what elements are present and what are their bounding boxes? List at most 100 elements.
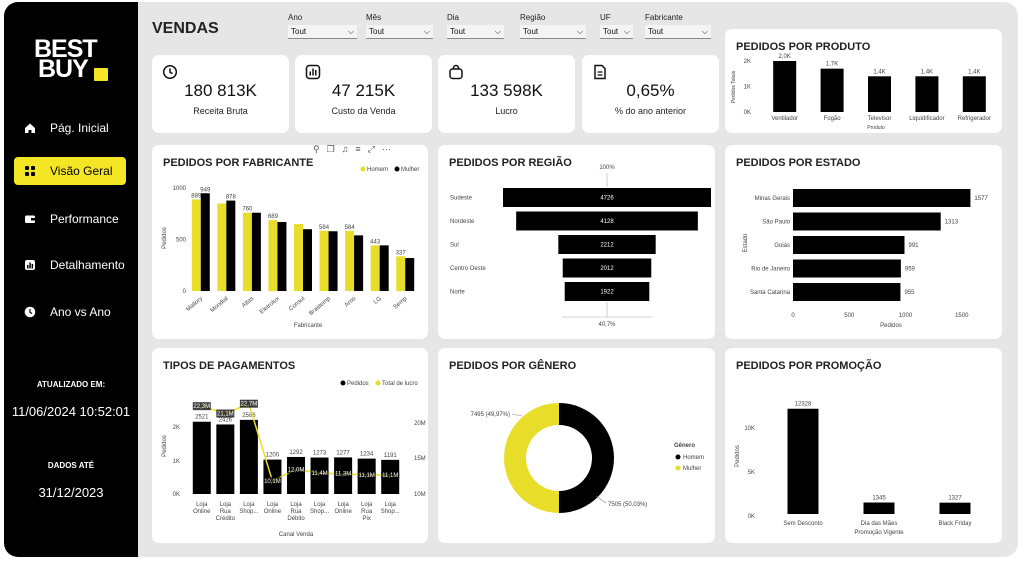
x-axis-label: Pedidos [880,323,902,329]
data-label-lucro: 22,3M [193,404,210,410]
y-tick-label: 1K [744,85,751,91]
logo-tag-icon [94,68,108,81]
x-tick-label: Loja [220,502,232,508]
data-label-bg [216,409,235,418]
bar-homem [242,212,252,291]
data-label-lucro: 22,7M [241,402,258,408]
nav-ano-vs-ano[interactable]: Ano vs Ano [14,298,126,326]
x-tick-label: Loja [267,502,279,508]
x-tick-label: 1500 [955,313,969,319]
bar-mulher [354,235,364,291]
data-label: 1,4K [873,69,885,75]
bar [863,502,895,514]
filter-regiao[interactable]: Região Tout ⌵ [520,13,586,39]
data-label: 337 [396,250,407,256]
bar [773,61,797,112]
card-pedidos-produto: PEDIDOS POR PRODUTO 2K 1K 0K Pedidos Totais… [725,29,1002,133]
data-label: 2521 [195,415,209,421]
bar-homem [191,199,201,291]
x-tick-label: Refrigerador [958,116,991,122]
pin-icon[interactable]: ⚲ [313,143,320,154]
x-tick-label: Shop... [381,509,400,515]
bar [793,212,941,231]
chart-pedidos-produto: 2K 1K 0K Pedidos Totais 2,0K Ventilador 1,7K Fo… [731,54,991,131]
more-options-icon[interactable]: ⋯ [381,143,391,154]
data-label: 2,0K [779,54,791,60]
funnel-bar [562,258,652,278]
filter-fabricante[interactable]: Fabricante Tout ⌵ [645,13,711,39]
funnel-bar [558,235,656,254]
filter-dia[interactable]: Dia Tout ⌵ [447,13,504,39]
bell-icon[interactable]: ♫ [341,144,349,154]
funnel-top-label: 100% [599,165,615,171]
chevron-down-icon: ⌵ [701,26,708,36]
y-tick-label: 5K [748,470,755,476]
bar [820,68,844,112]
data-label: 1191 [384,453,398,459]
copy-icon[interactable]: ❐ [326,143,335,154]
data-label-lucro: 11,1M [359,473,375,479]
wallet-icon [22,211,38,227]
card-pedidos-promocao: PEDIDOS POR PROMOÇÃO 10K 5K 0K Pedidos 12328… [725,348,1002,543]
bar-mulher [379,245,389,291]
kpi-receita-bruta: 180 813K Receita Bruta [152,55,289,133]
y-tick-label: Santa Catarina [750,290,791,296]
filter-mes[interactable]: Mês Tout ⌵ [366,13,433,39]
data-label-lucro: 11,3M [335,472,351,478]
filter-icon[interactable]: ≡ [355,144,361,154]
nav-visao-geral[interactable]: Visão Geral [14,157,126,185]
legend-label: Homem [683,455,704,461]
data-label: 991 [908,243,919,249]
nav-detalhamento[interactable]: Detalhamento [14,251,126,279]
legend-label: Mulher [401,167,419,173]
data-label: 889 [191,193,202,199]
kpi-lucro: 133 598K Lucro [438,55,575,133]
y-axis-label: Pedidos [162,227,168,249]
updated-label: ATUALIZADO EM: [36,380,106,389]
data-label-lucro: 11,1M [382,473,398,479]
focus-mode-icon[interactable]: ⤢ [367,143,375,154]
y-tick-label: Rio de Janeiro [751,267,790,273]
y-tick-label: Goiás [774,243,790,249]
nav-pag-inicial[interactable]: Pág. Inicial [14,114,126,142]
x-tick-label: Loja [361,502,373,508]
x-tick-label: Consul [288,296,306,313]
legend-dot-lucro [375,380,381,386]
bar [287,456,305,494]
y2-tick-label: 20M [414,421,426,427]
bar-homem [217,203,227,291]
bar-chart-icon [305,64,321,80]
filter-ano[interactable]: Ano Tout ⌵ [288,13,357,39]
x-tick-label: Loja [314,502,326,508]
x-tick-label: Loja [243,502,255,508]
x-tick-label: Pix [362,516,370,522]
filter-uf[interactable]: UF Tout ⌵ [600,13,633,39]
x-tick-label: Semp [393,296,409,311]
best-buy-logo: BEST BUY [34,37,108,86]
funnel-bar [503,188,711,207]
bar [915,76,939,112]
data-label: 443 [370,239,381,245]
chevron-down-icon: ⌵ [347,26,354,36]
data-label-bg [239,399,258,408]
bar-mulher [405,258,415,291]
x-tick-label: Mondial [210,296,230,314]
data-label-bg [287,465,305,474]
bar-homem [345,230,355,291]
x-tick-label: Shop... [239,509,258,515]
leader-line [595,495,607,504]
y-tick-label: 0 [183,289,187,295]
y2-tick-label: 10M [414,492,426,498]
chevron-down-icon: ⌵ [423,26,430,36]
x-tick-label: Liquidificador [909,116,944,122]
data-label: 878 [226,195,237,201]
bag-icon [449,64,463,80]
bar-mulher [200,193,210,291]
card-pedidos-genero: PEDIDOS POR GÊNERO 7505 (50,03%) 7495 (49… [438,348,715,543]
data-label: 12328 [795,402,812,408]
x-tick-label: Rua [290,509,302,515]
nav-performance[interactable]: Performance [14,205,126,233]
x-tick-label: Crédito [216,516,236,522]
chart-pedidos-estado: 1577 Minas Gerais 1313 São Paulo 991 Goiás 959… [743,189,988,329]
